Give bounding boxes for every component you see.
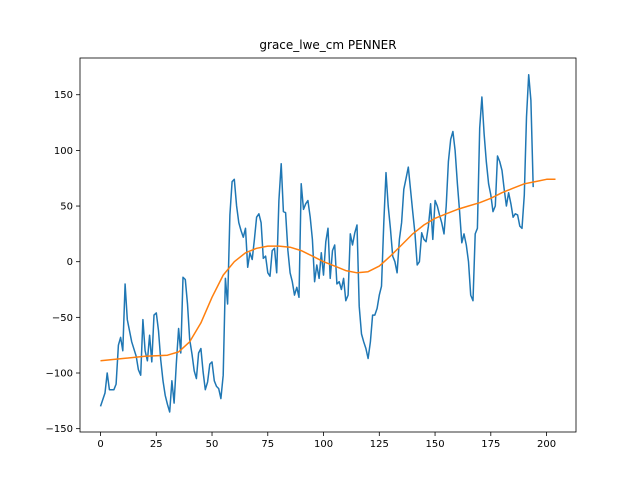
x-tick-label: 125 bbox=[370, 439, 389, 450]
plot-frame bbox=[79, 57, 577, 433]
y-tick-label: 0 bbox=[67, 257, 73, 268]
x-tick-label: 150 bbox=[426, 439, 445, 450]
series-line-2 bbox=[100, 178, 556, 362]
x-tick-label: 200 bbox=[537, 439, 556, 450]
y-tick-label: 150 bbox=[54, 90, 73, 101]
x-tick-label: 50 bbox=[206, 439, 219, 450]
y-tick-label: −100 bbox=[46, 369, 73, 380]
x-tick-label: 25 bbox=[150, 439, 163, 450]
y-tick-label: 100 bbox=[54, 146, 73, 157]
y-tick-label: 50 bbox=[60, 202, 73, 213]
x-tick-label: 75 bbox=[261, 439, 274, 450]
x-tick-label: 100 bbox=[314, 439, 333, 450]
plot-area bbox=[99, 73, 556, 413]
x-tick-label: 0 bbox=[97, 439, 103, 450]
y-tick-label: −50 bbox=[52, 313, 73, 324]
y-tick-label: −150 bbox=[46, 424, 73, 435]
chart-title: grace_lwe_cm PENNER bbox=[259, 38, 396, 52]
series-line-1 bbox=[99, 73, 534, 413]
x-tick-label: 175 bbox=[481, 439, 500, 450]
axes: 0 25 50 75 100 125 150 175 200 −150 −100 −50 0 50 100 1… bbox=[46, 57, 577, 450]
